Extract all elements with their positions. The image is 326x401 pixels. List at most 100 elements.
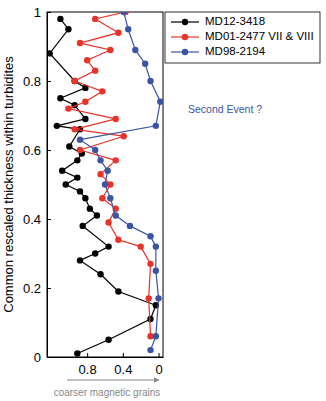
data-point <box>147 316 153 322</box>
series-line <box>80 12 160 350</box>
y-tick-label: 0.2 <box>23 281 41 296</box>
data-point <box>153 243 159 249</box>
y-tick: 0.6 <box>23 143 51 158</box>
x-tick-label: 0.4 <box>114 362 132 377</box>
data-point <box>97 271 103 277</box>
y-tick-label: 1 <box>34 5 41 20</box>
data-point <box>146 295 152 301</box>
x-axis: 0.8 0.4 0 <box>48 353 164 377</box>
series-line <box>50 19 156 354</box>
data-point <box>115 288 121 294</box>
plot-area <box>47 12 163 357</box>
data-point <box>107 47 113 53</box>
legend-label: MD12-3418 <box>205 15 265 27</box>
data-point <box>57 95 63 101</box>
data-point <box>147 261 153 267</box>
y-axis-line <box>47 13 48 358</box>
legend-swatch-marker <box>182 34 188 40</box>
data-point <box>105 219 111 225</box>
data-point <box>66 143 72 149</box>
data-point <box>47 50 53 56</box>
data-point <box>92 147 98 153</box>
x-tick-label: 0.8 <box>79 362 97 377</box>
data-point <box>77 40 83 46</box>
x-axis-title: coarser magnetic grains <box>54 387 161 398</box>
data-point <box>147 78 153 84</box>
y-tick-mark <box>47 150 51 151</box>
data-point <box>115 30 121 36</box>
legend-label: MD98-2194 <box>205 45 266 57</box>
y-tick: 1 <box>34 5 51 20</box>
data-point <box>65 26 71 32</box>
data-point <box>113 157 119 163</box>
data-point <box>92 67 98 73</box>
data-point <box>125 26 131 32</box>
y-tick-mark <box>47 12 51 13</box>
data-point <box>74 174 80 180</box>
data-point <box>92 16 98 22</box>
y-tick-mark <box>47 288 51 289</box>
data-point <box>132 47 138 53</box>
y-tick-label: 0.8 <box>23 74 41 89</box>
data-point <box>71 78 77 84</box>
data-point <box>105 337 111 343</box>
data-point <box>77 188 83 194</box>
chart: 0.80.4000.20.40.60.81Common rescaled thi… <box>0 0 326 401</box>
data-point <box>74 350 80 356</box>
data-point <box>113 212 119 218</box>
data-point <box>82 99 88 105</box>
data-point <box>71 126 77 132</box>
x-axis-arrow <box>67 380 159 381</box>
data-point <box>77 136 83 142</box>
x-tick: 0 <box>155 353 162 377</box>
data-point <box>71 78 77 84</box>
plot-frame <box>47 12 163 357</box>
data-point <box>142 61 148 67</box>
x-axis-line <box>48 357 164 358</box>
series-line <box>68 12 150 336</box>
data-point <box>79 223 85 229</box>
data-point <box>121 133 127 139</box>
y-tick-mark <box>47 357 51 358</box>
annotation: Second Event ? <box>188 103 262 115</box>
y-axis-title: Common rescaled thickness within turbidi… <box>1 56 16 313</box>
y-tick: 0.8 <box>23 74 51 89</box>
data-point <box>104 168 110 174</box>
data-point <box>147 233 153 239</box>
data-point <box>121 12 127 15</box>
data-point <box>94 212 100 218</box>
data-point <box>97 157 103 163</box>
y-tick-label: 0 <box>34 350 41 365</box>
data-point <box>157 99 163 105</box>
data-point <box>153 333 159 339</box>
data-point <box>57 16 63 22</box>
data-point <box>153 268 159 274</box>
data-point <box>155 295 161 301</box>
data-point <box>92 250 98 256</box>
legend-swatch-marker <box>182 19 188 25</box>
data-point <box>102 181 108 187</box>
data-point <box>65 105 71 111</box>
y-tick: 0 <box>34 350 51 365</box>
x-tick-label: 0 <box>155 362 162 377</box>
x-tick-mark <box>159 353 160 357</box>
data-point <box>82 195 88 201</box>
legend-swatch-marker <box>182 49 188 55</box>
data-point <box>54 123 60 129</box>
data-point <box>63 181 69 187</box>
data-point <box>113 116 119 122</box>
data-point <box>153 123 159 129</box>
data-point <box>99 195 105 201</box>
legend-box <box>165 12 320 63</box>
data-point <box>105 243 111 249</box>
x-tick-mark <box>87 353 88 357</box>
data-point <box>99 88 105 94</box>
data-point <box>87 205 93 211</box>
y-tick: 0.2 <box>23 281 51 296</box>
legend: MD12-3418MD01-2477 VII & VIIIMD98-2194 <box>165 12 320 63</box>
y-tick-label: 0.6 <box>23 143 41 158</box>
data-point <box>107 195 113 201</box>
y-tick-mark <box>47 219 51 220</box>
x-tick: 0.8 <box>79 353 97 377</box>
data-point <box>74 157 80 163</box>
